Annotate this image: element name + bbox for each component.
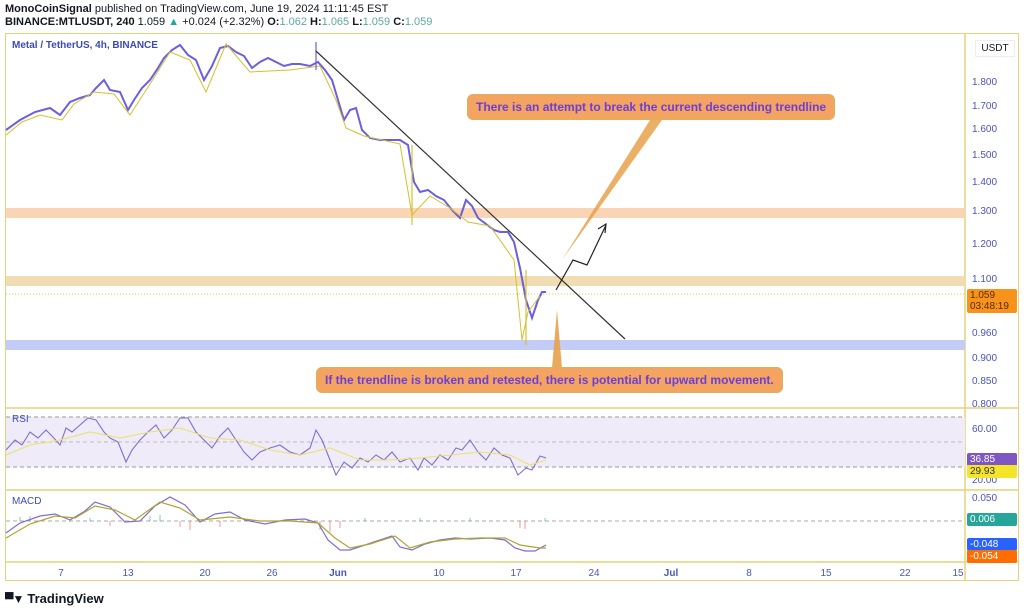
macd-signal-badge: -0.054 [967, 550, 1017, 563]
callout-pointer-bottom [552, 310, 562, 368]
symbol-line: BINANCE:MTLUSDT, 240 1.059 ▲ +0.024 (+2.… [5, 16, 432, 28]
chart-frame[interactable] [5, 33, 1019, 581]
price-tick: 1.500 [972, 150, 998, 161]
price-tick: 1.100 [972, 274, 998, 285]
close-label: C: [393, 16, 405, 28]
price-tick: 1.700 [972, 101, 998, 112]
rsi-value-badge: 36.85 [967, 453, 1017, 466]
pane-title: Metal / TetherUS, 4h, BINANCE [12, 40, 158, 51]
time-tick: 13 [122, 568, 134, 579]
rsi-tick: 60.00 [972, 424, 998, 435]
price-tick: 0.850 [972, 376, 998, 387]
price-tick: 0.900 [972, 353, 998, 364]
price-tick: 1.400 [972, 177, 998, 188]
rsi-ma-badge: 29.93 [967, 465, 1017, 478]
time-tick: 20 [199, 568, 211, 579]
published-text: published on TradingView.com, June 19, 2… [94, 3, 389, 15]
time-tick: 26 [266, 568, 278, 579]
time-tick: Jul [663, 568, 679, 579]
rsi-label: RSI [12, 414, 29, 425]
brand-name: TradingView [27, 591, 104, 606]
time-tick: 15 [820, 568, 832, 579]
tradingview-logo[interactable]: ▀▼ TradingView [5, 591, 104, 606]
annotation-bottom[interactable]: If the trendline is broken and retested,… [316, 367, 783, 393]
annotation-top[interactable]: There is an attempt to break the current… [467, 94, 836, 120]
macd-hist-badge: 0.006 [967, 513, 1017, 526]
change: +0.024 (+2.32%) [182, 16, 265, 28]
publish-line: MonoCoinSignal published on TradingView.… [5, 3, 388, 15]
price-tick: 1.300 [972, 206, 998, 217]
time-tick: 7 [58, 568, 64, 579]
descending-trendline [315, 50, 626, 340]
resistance-zone-1100 [6, 276, 965, 286]
price-tick: 1.600 [972, 124, 998, 135]
tradingview-icon: ▀▼ [5, 591, 24, 606]
time-tick: Jun [329, 568, 347, 579]
support-zone-0930 [6, 340, 965, 350]
rsi-tick: 20.00 [972, 475, 998, 486]
macd-line-badge: -0.048 [967, 538, 1017, 551]
price-tick: 0.960 [972, 328, 998, 339]
macd-tick: 0.050 [972, 493, 998, 504]
last-price: 1.059 [137, 16, 166, 28]
last-price-badge: 1.059 03:48:19 [967, 289, 1017, 313]
projection-path [555, 224, 607, 291]
high-label: H: [310, 16, 322, 28]
macd-label: MACD [12, 496, 42, 507]
high-value: 1.065 [321, 16, 350, 28]
open-label: O: [267, 16, 280, 28]
time-tick: 15 [952, 568, 964, 579]
low-value: 1.059 [362, 16, 391, 28]
author: MonoCoinSignal [5, 3, 92, 15]
callout-pointer-top [562, 120, 662, 260]
time-tick: 24 [588, 568, 600, 579]
price-tick: 0.800 [972, 399, 998, 407]
open-value: 1.062 [279, 16, 307, 28]
time-tick: 22 [899, 568, 911, 579]
up-triangle-icon: ▲ [168, 16, 180, 28]
price-tick: 1.800 [972, 77, 998, 88]
resistance-zone-1300 [6, 208, 965, 218]
price-tick: 1.200 [972, 239, 998, 250]
bar-countdown: 03:48:19 [970, 301, 1009, 312]
symbol: BINANCE:MTLUSDT, 240 [5, 16, 135, 28]
low-label: L: [352, 16, 363, 28]
time-tick: 10 [433, 568, 445, 579]
time-tick: 17 [510, 568, 522, 579]
arrow-head-icon [597, 222, 607, 234]
close-value: 1.059 [404, 16, 433, 28]
currency-label[interactable]: USDT [975, 40, 1015, 57]
time-tick: 8 [746, 568, 752, 579]
last-price-value: 1.059 [970, 290, 996, 301]
